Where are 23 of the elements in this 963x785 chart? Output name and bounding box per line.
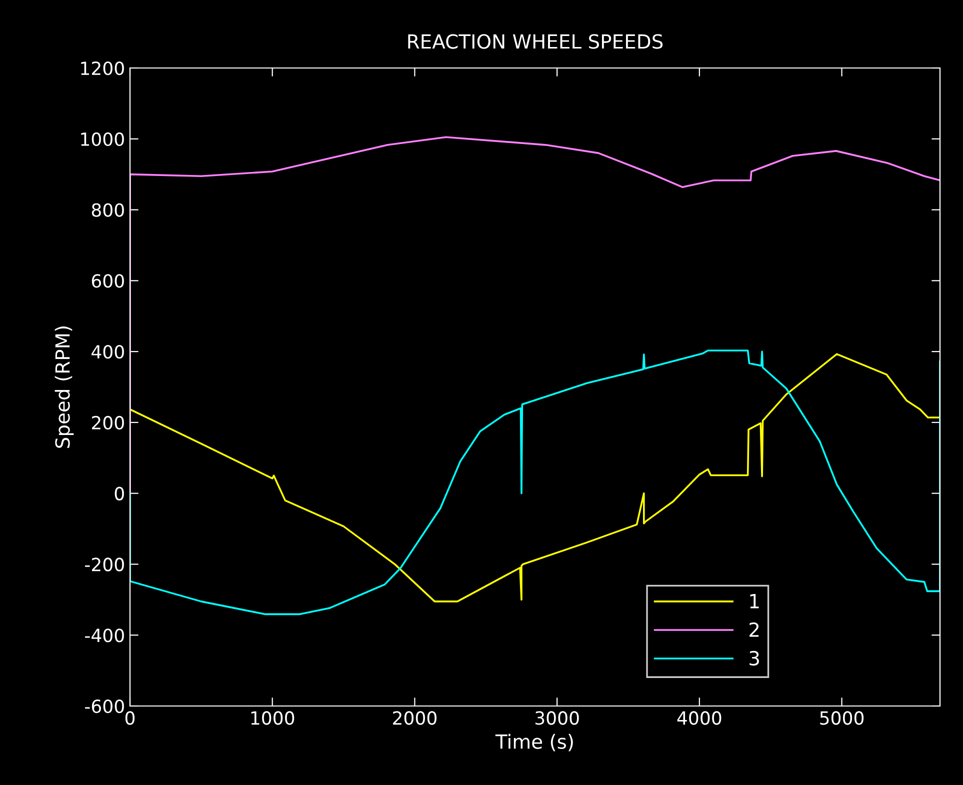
- x-tick-label: 0: [125, 711, 135, 725]
- legend-label: 1: [750, 594, 759, 608]
- y-tick-label: -600: [85, 699, 124, 714]
- y-tick-label: 600: [92, 274, 124, 288]
- y-tick-label: 800: [92, 203, 124, 217]
- y-tick-label: 0: [114, 486, 124, 500]
- legend-label: 2: [750, 622, 759, 637]
- chart-title: REACTION WHEEL SPEEDS: [408, 34, 663, 49]
- y-tick-label: -200: [85, 558, 124, 572]
- x-tick-label: 3000: [535, 711, 579, 725]
- y-tick-label: 200: [92, 416, 124, 430]
- line-series: [130, 136, 940, 494]
- legend-label: 3: [750, 650, 759, 666]
- y-tick-label: 1000: [81, 132, 124, 146]
- x-tick-label: 5000: [820, 711, 864, 725]
- x-tick-label: 4000: [677, 711, 722, 725]
- y-axis-title: Speed (RPM): [54, 326, 74, 448]
- y-tick-label: 400: [92, 345, 124, 359]
- y-tick-label: -400: [85, 628, 124, 642]
- x-tick-label: 1000: [251, 711, 294, 725]
- x-axis-title: Time (s): [495, 734, 573, 752]
- x-tick-label: 2000: [393, 711, 436, 725]
- y-tick-label: 1200: [81, 61, 124, 76]
